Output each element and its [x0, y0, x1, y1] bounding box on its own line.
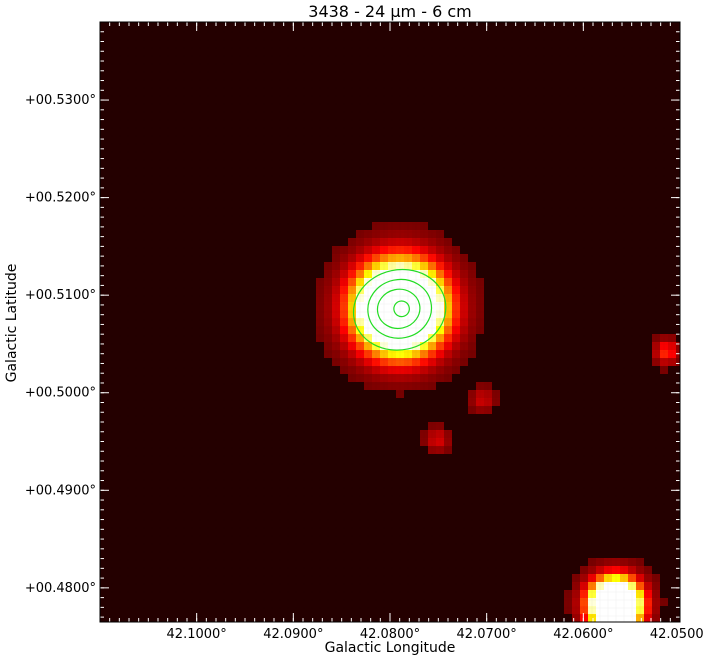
figure-title: 3438 - 24 µm - 6 cm [308, 2, 472, 21]
contour-overlay [352, 268, 447, 351]
x-tick-label: 42.0500° [650, 627, 704, 642]
contour-level-2 [367, 278, 433, 339]
contour-level-1 [352, 268, 447, 351]
y-axis-label: Galactic Latitude [4, 263, 20, 383]
plot-frame [99, 21, 681, 623]
x-tick-label: 42.0700° [457, 627, 517, 642]
x-tick-label: 42.0800° [360, 627, 420, 642]
y-tick-label: +00.5300° [25, 93, 96, 108]
y-tick-label: +00.4900° [25, 483, 96, 498]
axis-ticks: 42.1000° 42.0900° 42.0800° 42.0700° 42.0600°… [25, 21, 704, 642]
x-axis-label: Galactic Longitude [324, 640, 456, 656]
x-tick-label: 42.1000° [167, 627, 227, 642]
y-tick-label: +00.5100° [25, 288, 96, 303]
y-tick-label: +00.5000° [25, 386, 96, 401]
x-tick-label: 42.0600° [553, 627, 613, 642]
contour-level-3 [376, 288, 421, 330]
pixel-grid-overlay [100, 22, 680, 622]
y-tick-label: +00.5200° [25, 191, 96, 206]
contour-level-4 [393, 300, 410, 318]
x-tick-label: 42.0900° [263, 627, 323, 642]
y-tick-label: +00.4800° [25, 581, 96, 596]
